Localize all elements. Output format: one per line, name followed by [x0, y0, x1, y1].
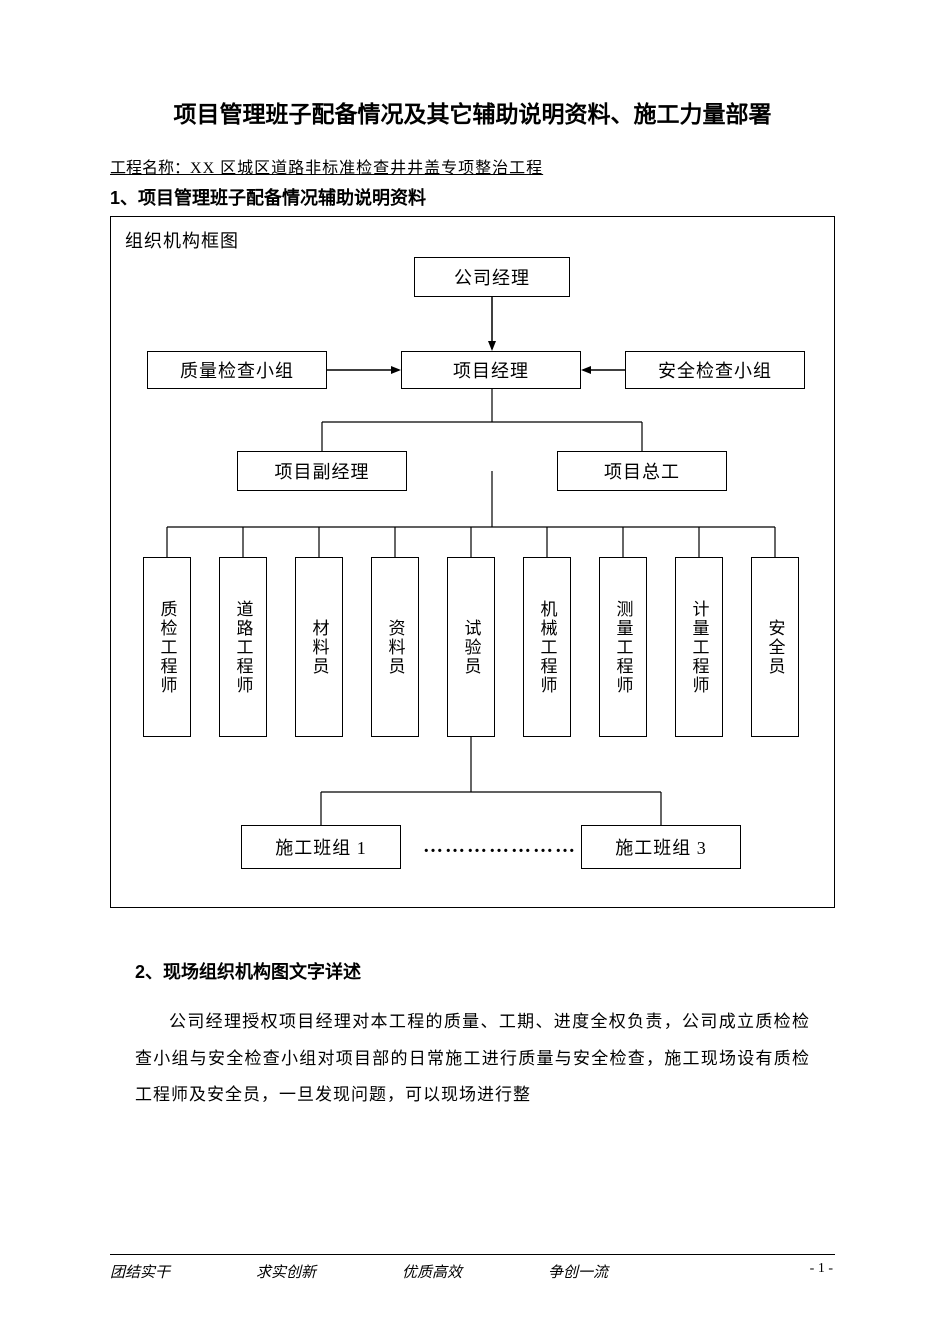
footer-motto-4: 争创一流: [548, 1261, 608, 1282]
section-2: 2、现场组织机构图文字详述 公司经理授权项目经理对本工程的质量、工期、进度全权负…: [110, 958, 835, 1114]
project-value: XX 区城区道路非标准检查井井盖专项整治工程: [190, 160, 543, 177]
org-role-metering-engineer: 计量工程师: [675, 557, 723, 737]
org-node-chief-engineer: 项目总工: [557, 451, 727, 491]
org-role-document-staff: 资料员: [371, 557, 419, 737]
footer-motto-2: 求实创新: [256, 1261, 316, 1282]
org-node-deputy-pm: 项目副经理: [237, 451, 407, 491]
org-role-road-engineer: 道路工程师: [219, 557, 267, 737]
org-role-qc-engineer: 质检工程师: [143, 557, 191, 737]
org-role-mechanical-engineer: 机械工程师: [523, 557, 571, 737]
project-label: 工程名称：: [110, 160, 190, 177]
org-ellipsis: …………………: [423, 835, 577, 858]
org-role-safety-officer: 安全员: [751, 557, 799, 737]
org-node-quality-group: 质量检查小组: [147, 351, 327, 389]
org-role-test-staff: 试验员: [447, 557, 495, 737]
org-node-safety-group: 安全检查小组: [625, 351, 805, 389]
section-2-heading: 2、现场组织机构图文字详述: [135, 958, 810, 984]
footer-motto-1: 团结实干: [110, 1261, 170, 1282]
section-1-heading: 1、项目管理班子配备情况辅助说明资料: [110, 184, 835, 210]
org-node-company-manager: 公司经理: [414, 257, 570, 297]
document-title: 项目管理班子配备情况及其它辅助说明资料、施工力量部署: [110, 95, 835, 129]
document-page: 项目管理班子配备情况及其它辅助说明资料、施工力量部署 工程名称：XX 区城区道路…: [0, 0, 945, 1337]
section-2-paragraph: 公司经理授权项目经理对本工程的质量、工期、进度全权负责，公司成立质检检查小组与安…: [135, 1004, 810, 1114]
org-node-team-3: 施工班组 3: [581, 825, 741, 869]
page-footer: 团结实干 求实创新 优质高效 争创一流: [110, 1254, 835, 1282]
org-node-team-1: 施工班组 1: [241, 825, 401, 869]
org-role-survey-engineer: 测量工程师: [599, 557, 647, 737]
footer-motto-3: 优质高效: [402, 1261, 462, 1282]
org-node-project-manager: 项目经理: [401, 351, 581, 389]
project-name-line: 工程名称：XX 区城区道路非标准检查井井盖专项整治工程: [110, 154, 835, 178]
org-role-material-staff: 材料员: [295, 557, 343, 737]
page-number: - 1 -: [810, 1261, 833, 1277]
org-chart-frame: 组织机构框图: [110, 216, 835, 908]
